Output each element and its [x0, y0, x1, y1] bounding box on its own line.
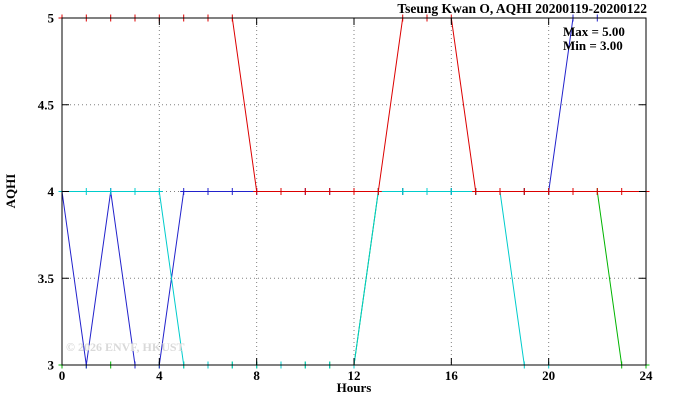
y-tick-label: 4	[48, 184, 55, 199]
x-tick-label: 16	[445, 368, 459, 383]
min-annotation: Min = 3.00	[563, 38, 623, 53]
point-marker	[545, 188, 553, 195]
y-tick-label: 3	[48, 358, 55, 373]
point-marker	[131, 188, 139, 195]
y-tick-label: 5	[48, 11, 55, 26]
point-marker	[82, 188, 90, 195]
point-marker	[180, 188, 188, 195]
point-marker	[326, 188, 334, 195]
point-marker	[520, 188, 528, 195]
point-marker	[107, 188, 115, 195]
point-marker	[277, 188, 285, 195]
point-marker	[350, 188, 358, 195]
point-marker	[155, 188, 163, 195]
max-annotation: Max = 5.00	[563, 24, 625, 39]
point-marker	[447, 188, 455, 195]
x-axis-label: Hours	[337, 380, 372, 395]
plot-layers: 0 4 8 12 16 20 24 3 3.5 4 4.5 5	[38, 11, 653, 384]
y-axis-label: AQHI	[3, 174, 18, 209]
x-tick-label: 8	[253, 368, 260, 383]
point-marker	[228, 188, 236, 195]
point-marker	[374, 188, 382, 195]
point-marker	[423, 188, 431, 195]
x-tick-label: 4	[156, 368, 163, 383]
point-marker	[253, 188, 261, 195]
point-marker	[472, 188, 480, 195]
point-marker	[569, 188, 577, 195]
point-marker	[301, 188, 309, 195]
y-tick-label: 4.5	[38, 97, 55, 112]
chart-title: Tseung Kwan O, AQHI 20200119-20200122	[397, 1, 647, 16]
x-tick-label: 12	[348, 368, 361, 383]
x-tick-label: 0	[59, 368, 66, 383]
point-marker	[593, 188, 601, 195]
y-tick-label: 3.5	[38, 271, 55, 286]
x-tick-label: 24	[640, 368, 654, 383]
axis-ticks: 0 4 8 12 16 20 24 3 3.5 4 4.5 5	[38, 11, 653, 384]
point-marker	[204, 188, 212, 195]
point-marker	[399, 188, 407, 195]
watermark: © 2026 ENVF, HKUST	[66, 340, 185, 354]
point-marker	[496, 188, 504, 195]
x-tick-label: 20	[542, 368, 555, 383]
point-marker	[618, 188, 626, 195]
